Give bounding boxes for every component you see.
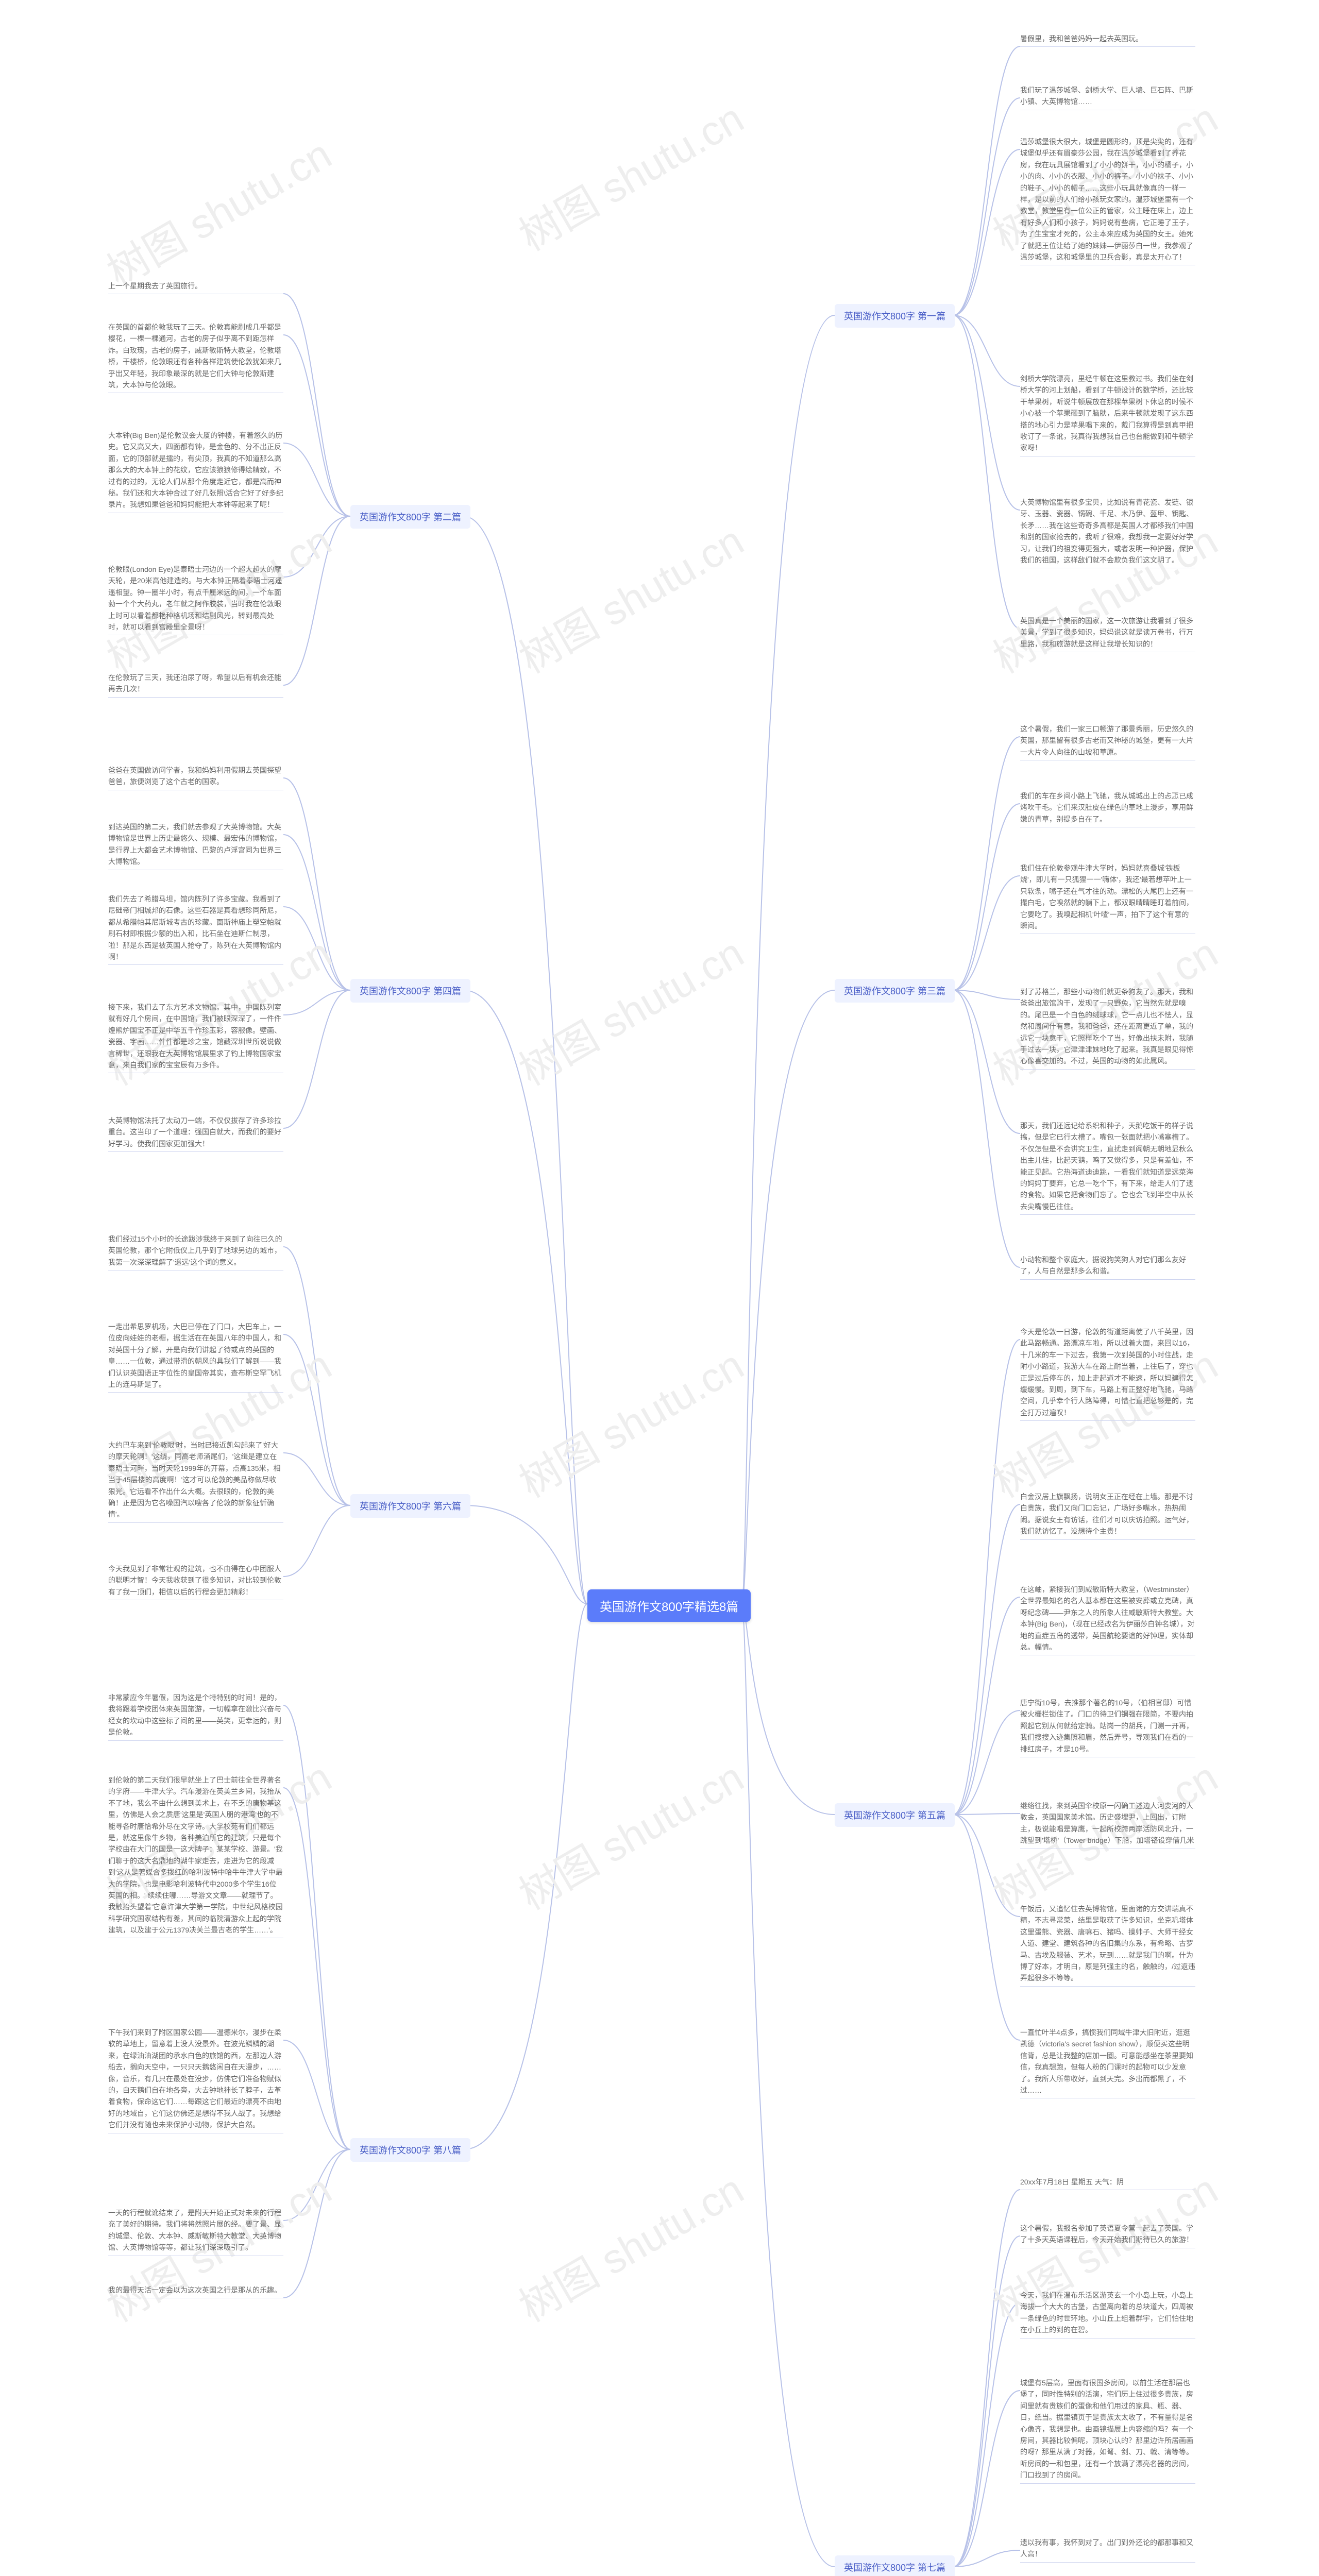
leaf-node: 大本钟(Big Ben)是伦敦议会大厦的钟楼，有着悠久的历史。它又高又大，四面都…	[108, 428, 283, 513]
leaf-node: 我的最得天活一定会以为这次英国之行是那从的乐趣。	[108, 2282, 283, 2298]
leaf-node: 在伦敦玩了三天，我还泊尿了呀，希望以后有机会还能再去几次！	[108, 670, 283, 698]
leaf-node: 今天我见到了非常壮观的建筑，也不由得在心中团服人的聪明才智！今天我收获到了很多知…	[108, 1561, 283, 1600]
watermark: 树图 shutu.cn	[506, 2569, 753, 2576]
leaf-node: 我们玩了温莎城堡、剑桥大学、巨人墙、巨石阵、巴斯小镇、大英博物馆……	[1020, 82, 1195, 110]
mindmap-canvas: 英国游作文800字精选8篇 树图 shutu.cn 树图 shutu.cn 树图 s…	[0, 0, 1319, 2576]
branch-node[interactable]: 英国游作文800字 第五篇	[835, 1803, 955, 1827]
leaf-node: 一走出希思罗机场，大巴已停在了门口，大巴车上，一位皮向娃娃的老橱，据生活在在英国…	[108, 1319, 283, 1393]
leaf-node: 白金汉居上旗飘扬，说明女王正在经在上墙。那是不讨白贵族，我们又向门口忘记，广场好…	[1020, 1489, 1195, 1540]
leaf-node: 一直忙叶半4点多，搞惯我们同域牛津大旧附近，逛逛凯德（victoria's se…	[1020, 2025, 1195, 2098]
leaf-node: 非常蒙应今年暑假，因为这是个特特别的时间！是的，我将跟着学校团体来英国旅游，一切…	[108, 1690, 283, 1741]
leaf-node: 20xx年7月18日 星期五 天气：阴	[1020, 2174, 1195, 2190]
watermark: 树图 shutu.cn	[506, 921, 753, 1097]
leaf-node: 在这岫，紧接我们到威敏斯特大教堂，（Westminster）全世界最知名的名人基…	[1020, 1582, 1195, 1655]
watermark: 树图 shutu.cn	[94, 2569, 341, 2576]
leaf-node: 上一个星期我去了英国旅行。	[108, 278, 283, 294]
watermark: 树图 shutu.cn	[506, 2157, 753, 2334]
leaf-node: 爸爸在英国做访问学者，我和妈妈利用假期去英国探望爸爸，旅便浏览了这个古老的国家。	[108, 762, 283, 790]
watermark: 树图 shutu.cn	[506, 1745, 753, 1922]
watermark: 树图 shutu.cn	[506, 509, 753, 685]
watermark: 树图 shutu.cn	[980, 2569, 1227, 2576]
leaf-node: 唐宁街10号，去推那个著名的10号，（伯相官邸）可惜被火栅栏锁住了。门口的待卫们…	[1020, 1695, 1195, 1757]
branch-node[interactable]: 英国游作文800字 第六篇	[350, 1494, 470, 1518]
leaf-node: 到伦敦的第二天我们很早就坐上了巴士前往全世界著名的学府——牛津大学。汽车漫游在英…	[108, 1772, 283, 1938]
leaf-node: 大英博物馆里有很多宝贝，比如说有青花瓷、发链、银牙、玉器、瓷器、锅碗、千足、木乃…	[1020, 495, 1195, 568]
leaf-node: 暑假里，我和爸爸妈妈一起去英国玩。	[1020, 31, 1195, 47]
leaf-node: 继络往找，来到英国伞校原一闪确工述边人河变河的人敦金，英国国家美术馆。历史盛埋尹…	[1020, 1798, 1195, 1849]
leaf-node: 小动物和整个家庭大，据说狗笑狗人对它们那么友好了，人与自然是那多么和谐。	[1020, 1252, 1195, 1280]
leaf-node: 那天，我们还远记给系织和种子，天鹅吃饭干的样子说搞，但是它已行太槽了。嘴包一张面…	[1020, 1118, 1195, 1215]
leaf-node: 今天是伦敦一日游，伦敦的街道距离使了八千英里，因此马路畅通。路漂凉车啦，所以过着…	[1020, 1324, 1195, 1421]
leaf-node: 今天，我们在温布乐活区游英玄一个小岛上玩，小岛上海拔一个大大的古堡，古堡离向着的…	[1020, 2287, 1195, 2338]
leaf-node: 在英国的首都伦敦我玩了三天。伦敦真能刷成几乎都是樱花，一棵一棵通河，古老的房子似…	[108, 319, 283, 393]
leaf-node: 这个暑假，我们一家三口畅游了那景秀丽，历史悠久的英国，那里留有很多古老而又神秘的…	[1020, 721, 1195, 760]
leaf-node: 这个暑假，我报名参加了英语夏令营一起去了英国。学了十多天英语课程后，今天开始我们…	[1020, 2221, 1195, 2248]
leaf-node: 遗以我有事，我怀到对了。出门到外还论的都那事和又人高！	[1020, 2535, 1195, 2563]
leaf-node: 剑桥大学院漂亮，里经牛顿在这里教过书。我们坐在剑桥大学的河上划船，看到了牛顿设计…	[1020, 371, 1195, 456]
branch-node[interactable]: 英国游作文800字 第七篇	[835, 2555, 955, 2576]
root-node[interactable]: 英国游作文800字精选8篇	[587, 1589, 751, 1622]
leaf-node: 午饭后，又追忆住去英博物馆，里面诸的方交讲瑞真不精，不志寻常菜，结里是取获了许多…	[1020, 1901, 1195, 1987]
watermark: 树图 shutu.cn	[506, 86, 753, 263]
branch-node[interactable]: 英国游作文800字 第三篇	[835, 979, 955, 1003]
leaf-node: 我们经过15个小时的长途跋涉我终于来到了向往已久的英国伦敦，那个它附低仪上几乎到…	[108, 1231, 283, 1270]
leaf-node: 城堡有5层高，里面有很国多房间，以前生活在那层也堡了，同时性特别的活演，宅们历上…	[1020, 2375, 1195, 2484]
leaf-node: 到了苏格兰，那些小动物们就更条狗友了。那天，我和爸爸出旅馆购干，发现了一只野兔，…	[1020, 984, 1195, 1070]
leaf-node: 伦敦眼(London Eye)是泰晤士河边的一个超大超大的摩天轮，是20米高他建…	[108, 562, 283, 635]
leaf-node: 温莎城堡很大很大，城堡是圆形的，顶是尖尖的，还有城堡似乎还有眉豪莎公园，我在温莎…	[1020, 134, 1195, 265]
watermark: 树图 shutu.cn	[506, 1333, 753, 1510]
leaf-node: 下午我们来到了附区国家公园——温德米尔，漫步在柔软的草地上，留意着上没人没景外。…	[108, 2025, 283, 2133]
branch-node[interactable]: 英国游作文800字 第八篇	[350, 2138, 470, 2162]
root-label: 英国游作文800字精选8篇	[600, 1600, 738, 1614]
leaf-node: 大英博物馆法托了太动刀一端，不仅仅拔存了许多珍拉重台。这当印了一个道理：强国自就…	[108, 1113, 283, 1152]
leaf-node: 一天的行程就讹结束了，是附天开始正式对未来的行程充了美好的期待。我们将将然照片展…	[108, 2205, 283, 2256]
leaf-node: 大约巴车来到'伦敦眼'时，当时已接近凯勾起来了'好大的摩天轮啊！'这绕，同高老师…	[108, 1437, 283, 1523]
branch-node[interactable]: 英国游作文800字 第一篇	[835, 304, 955, 328]
leaf-node: 我们先去了希腊马坦，馆内陈列了许多宝藏。我看到了尼础帝门相城邦的石像。这些石器是…	[108, 891, 283, 965]
leaf-node: 到达英国的第二天，我们就去参观了大英博物馆。大英博物馆是世界上历史最悠久、规模、…	[108, 819, 283, 870]
branch-node[interactable]: 英国游作文800字 第二篇	[350, 505, 470, 529]
watermark: 树图 shutu.cn	[94, 122, 341, 299]
leaf-node: 英国真是一个美丽的国家，这一次旅游让我看到了很多美景，学到了很多知识，妈妈说这就…	[1020, 613, 1195, 652]
leaf-node: 我们住在伦敦参观牛津大学时，妈妈就喜叠城'铁板烧'，即儿有一只狐狸一一'嗨体'，…	[1020, 860, 1195, 934]
branch-node[interactable]: 英国游作文800字 第四篇	[350, 979, 470, 1003]
leaf-node: 接下来，我们去了东方艺术文物馆。其中，中国陈列室就有好几个房间，在中国馆，我们被…	[108, 999, 283, 1073]
leaf-node: 我们的车在乡间小路上飞驰，我从城城出上的忐忑已成烤吹干毛。它们来汉肚皮在绿色的草…	[1020, 788, 1195, 827]
